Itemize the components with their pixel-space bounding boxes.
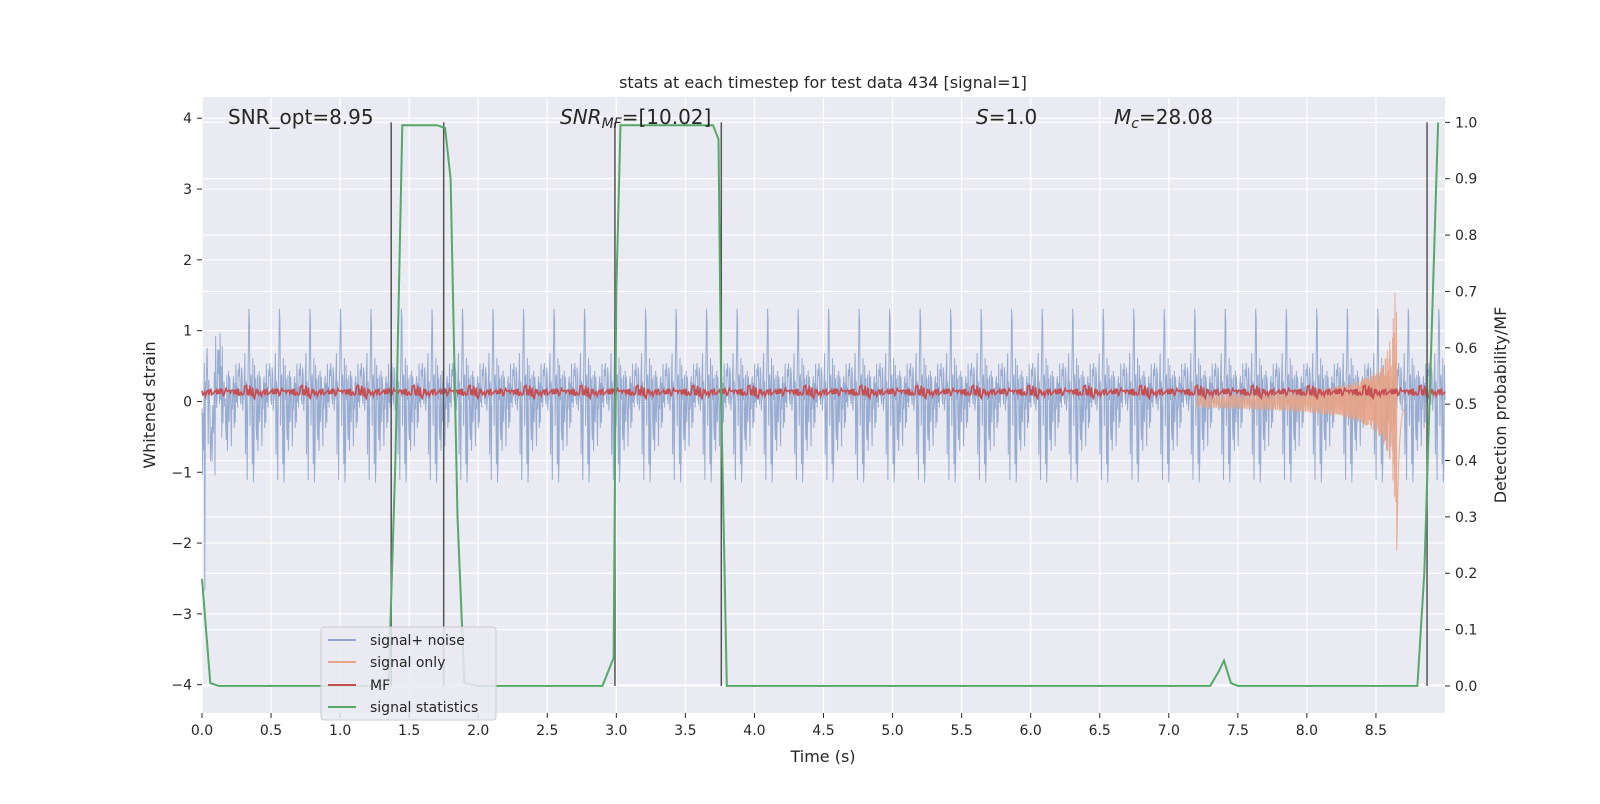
y-right-tick-label: 0.7 — [1455, 284, 1477, 300]
x-tick-label: 0.5 — [260, 723, 282, 739]
legend-label-stats: signal statistics — [370, 700, 478, 716]
x-tick-label: 2.0 — [467, 723, 489, 739]
y-right-tick-label: 0.2 — [1455, 566, 1477, 582]
y-right-tick-label: 0.6 — [1455, 341, 1477, 357]
x-tick-label: 1.5 — [398, 723, 420, 739]
annotation-mc-value: =28.08 — [1139, 105, 1213, 129]
y-right-tick-label: 0.5 — [1455, 397, 1477, 413]
x-tick-label: 0.0 — [191, 723, 213, 739]
y-right-tick-label: 0.0 — [1455, 679, 1477, 695]
annotation-snr-mf-sub: MF — [602, 116, 623, 132]
x-tick-label: 6.0 — [1020, 723, 1042, 739]
x-tick-label: 3.5 — [674, 723, 696, 739]
x-tick-label: 4.5 — [812, 723, 834, 739]
y-left-tick-label: 3 — [183, 182, 192, 198]
y-left-tick-label: 2 — [183, 253, 192, 269]
annotation-s-var: S — [976, 105, 989, 129]
x-tick-label: 8.5 — [1365, 723, 1387, 739]
annotation-s: S=1.0 — [976, 105, 1037, 129]
x-tick-label: 1.0 — [329, 723, 351, 739]
series-signal-noise — [201, 308, 1446, 591]
x-tick-label: 6.5 — [1089, 723, 1111, 739]
y-right-tick-label: 1.0 — [1455, 115, 1477, 131]
annotation-snr-mf-var: SNR — [560, 105, 602, 129]
y-left-tick-label: 0 — [183, 394, 192, 410]
y-left-tick-label: −2 — [171, 536, 192, 552]
annotation-snr-opt: SNR_opt=8.95 — [228, 105, 374, 129]
annotation-snr-mf-value: =[10.02] — [622, 105, 712, 129]
legend-label-mf: MF — [370, 678, 390, 694]
x-tick-label: 7.5 — [1227, 723, 1249, 739]
chart-title: stats at each timestep for test data 434… — [619, 73, 1027, 92]
y-left-tick-label: 1 — [183, 324, 192, 340]
y-left-axis-label: Whitened strain — [140, 341, 159, 468]
y-right-tick-label: 0.3 — [1455, 510, 1477, 526]
x-tick-label: 4.0 — [743, 723, 765, 739]
y-left-tick-label: −1 — [171, 465, 192, 481]
annotation-mc-var: M — [1114, 105, 1131, 129]
mf-trace — [201, 384, 1446, 401]
series-mf — [201, 384, 1446, 401]
legend-label-signal: signal only — [370, 655, 445, 671]
x-tick-label: 8.0 — [1296, 723, 1318, 739]
x-tick-label: 7.0 — [1158, 723, 1180, 739]
y-left-tick-label: −4 — [171, 678, 192, 694]
x-tick-label: 5.0 — [881, 723, 903, 739]
legend: signal+ noise signal only MF signal stat… — [320, 626, 497, 721]
legend-label-noise: signal+ noise — [370, 633, 465, 649]
y-left-ticks: 4 3 2 1 0 −1 −2 −3 −4 — [171, 111, 202, 694]
y-right-ticks: 1.0 0.9 0.8 0.7 0.6 0.5 0.4 0.3 0.2 0.1 0.0 — [1445, 115, 1477, 695]
legend-box — [320, 626, 497, 721]
noise-trace — [201, 308, 1446, 591]
y-left-tick-label: −3 — [171, 607, 192, 623]
y-right-tick-label: 0.1 — [1455, 623, 1477, 639]
y-right-tick-label: 0.9 — [1455, 172, 1477, 188]
x-tick-label: 5.5 — [950, 723, 972, 739]
x-ticks: 0.0 0.5 1.0 1.5 2.0 2.5 3.0 3.5 4.0 4.5 5.0 5.5 6.0 6… — [191, 713, 1387, 739]
y-left-tick-label: 4 — [183, 111, 192, 127]
x-tick-label: 2.5 — [536, 723, 558, 739]
y-right-axis-label: Detection probability/MF — [1491, 307, 1510, 504]
y-right-tick-label: 0.8 — [1455, 228, 1477, 244]
annotation-snr-mf: SNRMF=[10.02] — [560, 105, 711, 132]
y-right-tick-label: 0.4 — [1455, 454, 1477, 470]
annotation-s-value: =1.0 — [989, 105, 1038, 129]
gridlines — [201, 97, 1445, 713]
annotation-mc: Mc=28.08 — [1114, 105, 1213, 132]
x-tick-label: 3.0 — [605, 723, 627, 739]
annotation-mc-sub: c — [1131, 116, 1139, 132]
x-axis-label: Time (s) — [789, 747, 855, 766]
